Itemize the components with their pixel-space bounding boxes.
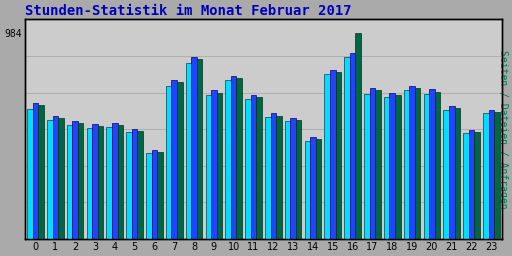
Bar xyxy=(106,127,112,239)
Bar xyxy=(166,86,172,239)
Bar xyxy=(152,150,157,239)
Bar xyxy=(483,113,488,239)
Bar xyxy=(370,88,375,239)
Bar xyxy=(330,70,335,239)
Bar xyxy=(305,141,310,239)
Bar xyxy=(67,125,72,239)
Bar xyxy=(316,138,322,239)
Bar xyxy=(455,108,460,239)
Bar xyxy=(435,92,440,239)
Bar xyxy=(409,86,415,239)
Bar xyxy=(157,152,163,239)
Bar xyxy=(310,136,316,239)
Bar xyxy=(197,59,202,239)
Bar xyxy=(415,88,420,239)
Bar xyxy=(296,120,302,239)
Bar xyxy=(87,128,92,239)
Bar xyxy=(231,76,237,239)
Bar xyxy=(146,153,152,239)
Bar xyxy=(355,33,361,239)
Bar xyxy=(285,121,290,239)
Bar xyxy=(257,97,262,239)
Bar xyxy=(112,123,118,239)
Bar xyxy=(429,89,435,239)
Bar xyxy=(251,95,257,239)
Bar xyxy=(33,103,38,239)
Bar xyxy=(395,95,400,239)
Bar xyxy=(72,121,78,239)
Bar xyxy=(290,118,296,239)
Bar xyxy=(237,78,242,239)
Bar xyxy=(335,72,341,239)
Bar xyxy=(375,90,381,239)
Bar xyxy=(364,94,370,239)
Bar xyxy=(276,116,282,239)
Bar xyxy=(474,132,480,239)
Bar xyxy=(225,80,231,239)
Bar xyxy=(449,106,455,239)
Bar xyxy=(384,97,390,239)
Bar xyxy=(137,131,143,239)
Bar xyxy=(38,105,44,239)
Bar xyxy=(177,82,183,239)
Bar xyxy=(58,118,63,239)
Bar xyxy=(98,126,103,239)
Bar xyxy=(186,63,191,239)
Bar xyxy=(494,112,500,239)
Bar xyxy=(488,110,494,239)
Bar xyxy=(53,116,58,239)
Bar xyxy=(443,110,449,239)
Bar xyxy=(126,132,132,239)
Bar xyxy=(245,99,251,239)
Bar xyxy=(350,53,355,239)
Bar xyxy=(217,93,222,239)
Bar xyxy=(344,57,350,239)
Bar xyxy=(118,125,123,239)
Y-axis label: Seiten / Dateien / Anfragen: Seiten / Dateien / Anfragen xyxy=(498,50,508,208)
Text: Stunden-Statistik im Monat Februar 2017: Stunden-Statistik im Monat Februar 2017 xyxy=(25,4,351,18)
Bar xyxy=(27,109,33,239)
Bar xyxy=(172,80,177,239)
Bar xyxy=(132,129,137,239)
Bar xyxy=(423,94,429,239)
Bar xyxy=(270,113,276,239)
Bar xyxy=(191,57,197,239)
Bar xyxy=(469,130,474,239)
Bar xyxy=(78,123,83,239)
Bar xyxy=(205,95,211,239)
Bar xyxy=(47,120,53,239)
Bar xyxy=(325,74,330,239)
Bar xyxy=(265,117,270,239)
Bar xyxy=(211,90,217,239)
Bar xyxy=(404,90,409,239)
Bar xyxy=(463,133,469,239)
Bar xyxy=(390,93,395,239)
Bar xyxy=(92,124,98,239)
